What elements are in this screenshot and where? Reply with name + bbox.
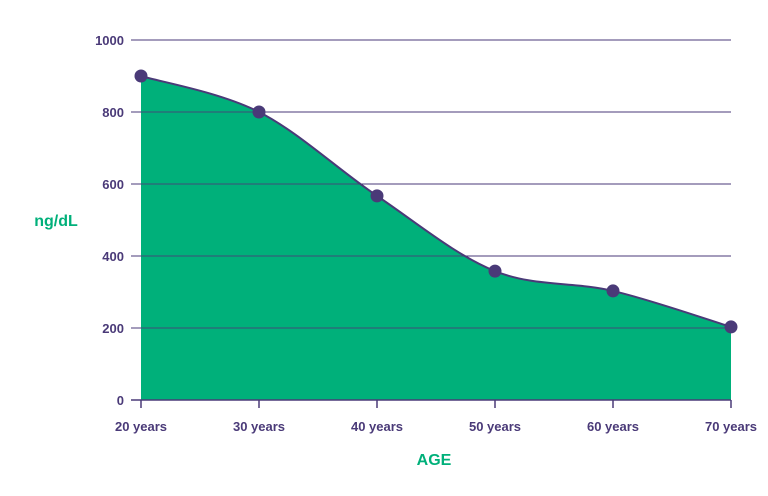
y-tick-label: 600: [102, 177, 124, 192]
y-tick-label: 800: [102, 105, 124, 120]
data-point: [370, 189, 384, 203]
x-tick-label: 40 years: [351, 419, 403, 434]
y-axis-title: ng/dL: [34, 213, 78, 230]
axes: [131, 399, 732, 408]
x-axis-title: AGE: [417, 452, 452, 469]
data-point: [134, 69, 148, 83]
y-tick-label: 200: [102, 321, 124, 336]
x-tick-label: 60 years: [587, 419, 639, 434]
y-tick-label: 0: [117, 393, 124, 408]
series-line: [140, 75, 732, 328]
data-markers: [134, 69, 738, 334]
x-tick-label: 20 years: [115, 419, 167, 434]
x-tick-label: 50 years: [469, 419, 521, 434]
data-point: [252, 105, 266, 119]
y-tick-label: 1000: [95, 33, 124, 48]
data-point: [724, 320, 738, 334]
data-point: [606, 284, 620, 298]
area-layer: [140, 39, 732, 400]
y-tick-label: 400: [102, 249, 124, 264]
data-point: [488, 264, 502, 278]
tick-labels: 0 200 400 600 800 1000 20 years 30 years 40 year…: [95, 33, 757, 434]
x-tick-label: 30 years: [233, 419, 285, 434]
x-tick-label: 70 years: [705, 419, 757, 434]
